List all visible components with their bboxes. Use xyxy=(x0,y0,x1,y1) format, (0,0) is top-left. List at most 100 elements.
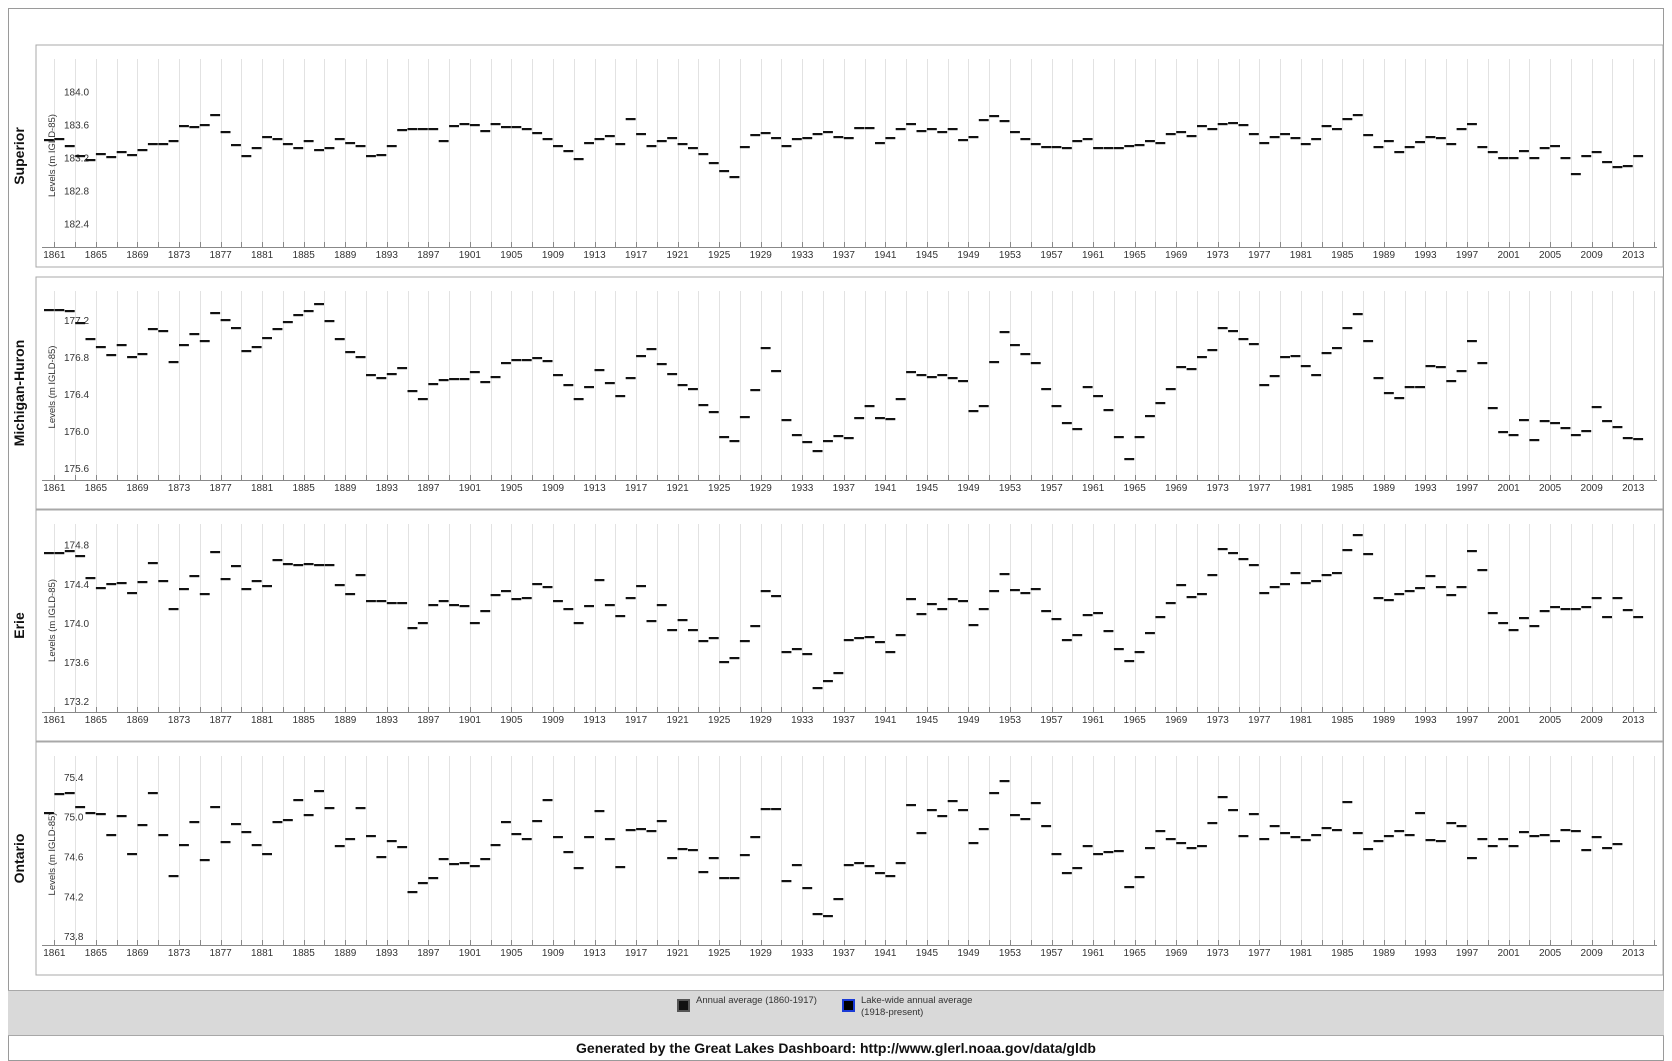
data-point xyxy=(428,877,439,880)
data-point xyxy=(688,849,698,852)
data-point xyxy=(469,622,480,625)
x-tick-label: 1957 xyxy=(1040,250,1063,261)
data-point xyxy=(1435,586,1446,589)
data-point xyxy=(532,820,543,823)
x-tick-label: 1985 xyxy=(1331,948,1354,959)
data-point xyxy=(989,792,1000,795)
x-tick-label: 1889 xyxy=(334,483,357,494)
data-point xyxy=(1311,580,1322,583)
data-point xyxy=(303,814,314,817)
data-point xyxy=(1082,138,1093,141)
data-point xyxy=(698,153,709,156)
data-point xyxy=(521,128,532,131)
legend-item-lakewide-average[interactable]: Lake-wide annual average (1918-present) xyxy=(842,995,972,1019)
x-tick-label: 2013 xyxy=(1622,250,1645,261)
data-point xyxy=(584,836,594,839)
data-point xyxy=(1259,838,1270,841)
data-point xyxy=(262,136,272,139)
legend-item-annual-average[interactable]: Annual average (1860-1917) xyxy=(677,995,817,1012)
data-point xyxy=(750,625,761,628)
data-point xyxy=(1498,157,1509,160)
data-point xyxy=(1332,347,1342,350)
y-tick-label: 74.6 xyxy=(64,852,84,863)
data-point xyxy=(968,136,979,139)
data-point xyxy=(1093,853,1103,856)
data-point xyxy=(1197,845,1207,848)
data-point xyxy=(1238,338,1249,341)
y-tick-label: 173.6 xyxy=(64,658,89,669)
data-point xyxy=(656,820,667,823)
data-point xyxy=(1612,843,1623,846)
data-point xyxy=(1435,366,1446,369)
data-point xyxy=(417,128,428,131)
data-point xyxy=(958,380,968,383)
data-point xyxy=(646,348,657,351)
x-tick-label: 1873 xyxy=(168,250,191,261)
x-tick-label: 1985 xyxy=(1331,250,1354,261)
y-tick-label: 182.8 xyxy=(64,187,89,198)
data-point xyxy=(958,809,968,812)
data-point xyxy=(220,841,231,844)
data-point xyxy=(833,672,844,675)
data-point xyxy=(750,389,761,392)
x-tick-label: 1961 xyxy=(1082,483,1105,494)
footer-credit: Generated by the Great Lakes Dashboard: … xyxy=(576,1040,1096,1056)
data-point xyxy=(656,604,667,607)
data-point xyxy=(1228,122,1238,125)
x-tick-label: 1909 xyxy=(542,715,565,726)
data-point xyxy=(739,854,750,857)
data-point xyxy=(1332,128,1342,131)
data-point xyxy=(220,319,231,322)
x-tick-label: 1885 xyxy=(293,948,316,959)
data-point xyxy=(854,862,865,865)
data-point xyxy=(1570,830,1581,833)
data-point xyxy=(521,597,532,600)
data-point xyxy=(947,128,958,131)
x-tick-label: 1997 xyxy=(1456,948,1479,959)
data-point xyxy=(802,653,813,656)
data-point xyxy=(802,137,813,140)
data-point xyxy=(1072,140,1083,143)
data-point xyxy=(376,600,387,603)
x-tick-label: 1869 xyxy=(126,715,149,726)
data-point xyxy=(802,887,813,890)
x-tick-label: 2005 xyxy=(1539,483,1562,494)
data-point xyxy=(926,603,937,606)
x-tick-label: 1997 xyxy=(1456,483,1479,494)
legend-swatch-lakewide-average xyxy=(842,999,855,1012)
x-tick-label: 1861 xyxy=(43,250,66,261)
data-point xyxy=(1425,136,1436,139)
data-point xyxy=(251,346,262,349)
x-tick-label: 2013 xyxy=(1622,948,1645,959)
data-point xyxy=(314,149,324,152)
data-point xyxy=(812,687,823,690)
data-point xyxy=(1477,146,1488,149)
x-tick-label: 1881 xyxy=(251,715,274,726)
data-point xyxy=(220,131,231,134)
data-point xyxy=(1622,437,1633,440)
x-tick-label: 1973 xyxy=(1207,483,1230,494)
data-point xyxy=(1228,809,1238,812)
data-point xyxy=(137,149,148,152)
x-tick-label: 1969 xyxy=(1165,483,1188,494)
data-point xyxy=(1197,593,1207,596)
data-point xyxy=(158,834,169,837)
x-tick-label: 1881 xyxy=(251,948,274,959)
data-point xyxy=(708,637,719,640)
data-point xyxy=(636,355,646,358)
data-point xyxy=(532,357,543,360)
data-point xyxy=(1020,592,1031,595)
data-point xyxy=(885,875,896,878)
data-point xyxy=(85,159,96,162)
data-point xyxy=(1259,142,1270,145)
data-point xyxy=(1269,825,1280,828)
data-point xyxy=(937,608,948,611)
data-point xyxy=(1186,847,1197,850)
x-tick-label: 1929 xyxy=(750,715,773,726)
data-point xyxy=(573,398,584,401)
data-point xyxy=(303,563,314,566)
data-point xyxy=(293,564,304,567)
data-point xyxy=(968,842,979,845)
data-point xyxy=(179,125,189,128)
data-point xyxy=(1030,802,1041,805)
